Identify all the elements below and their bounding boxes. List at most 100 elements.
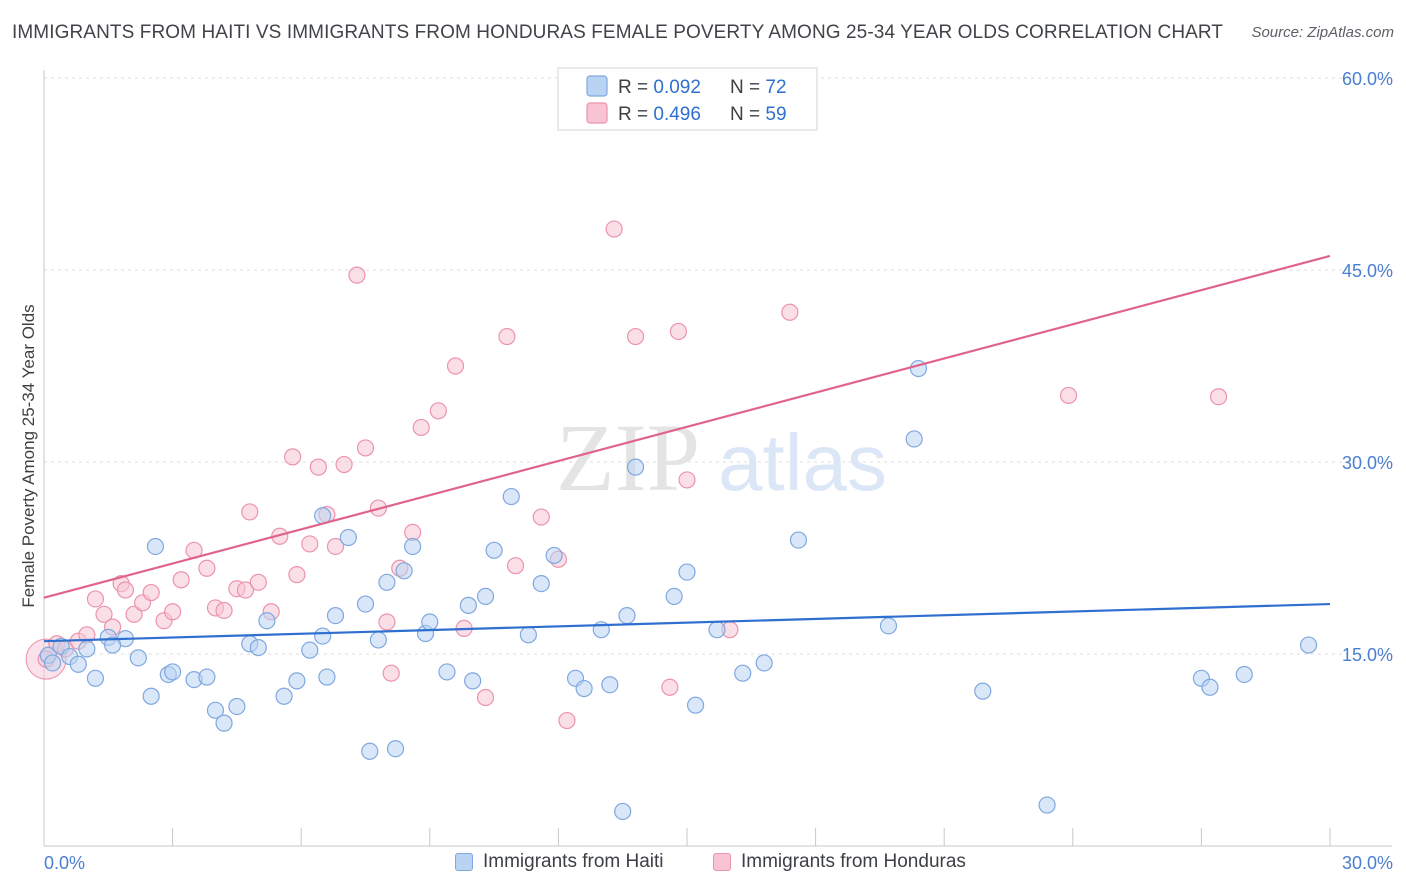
- legend-item-haiti: Immigrants from Haiti: [455, 851, 664, 873]
- y-axis-label: Female Poverty Among 25-34 Year Olds: [19, 304, 38, 607]
- honduras-point: [446, 357, 465, 375]
- svg-text:R = 0.496: R = 0.496: [618, 104, 701, 125]
- trend-lines: [43, 254, 1331, 643]
- haiti-point: [678, 563, 696, 581]
- haiti-point: [198, 668, 216, 686]
- haiti-point: [459, 596, 477, 614]
- haiti-point: [356, 595, 375, 613]
- honduras-point: [558, 711, 576, 730]
- haiti-point: [614, 802, 632, 821]
- honduras-point: [506, 557, 525, 575]
- honduras-trend-line: [43, 254, 1331, 599]
- haiti-point: [708, 621, 726, 639]
- haiti-point: [532, 574, 550, 593]
- haiti-point: [879, 617, 898, 635]
- honduras-point: [1059, 386, 1078, 405]
- honduras-point: [236, 581, 255, 599]
- haiti-point: [206, 701, 225, 719]
- haiti-point: [386, 740, 405, 758]
- watermark: ZIP atlas: [556, 404, 887, 511]
- haiti-point: [258, 612, 276, 630]
- haiti-points: [39, 359, 1318, 821]
- haiti-point: [1038, 796, 1056, 814]
- honduras-point: [781, 303, 799, 321]
- haiti-point: [369, 631, 387, 649]
- haiti-point: [339, 528, 357, 547]
- haiti-point: [249, 638, 267, 657]
- honduras-point: [164, 603, 182, 621]
- haiti-point: [318, 668, 336, 686]
- haiti-point: [421, 613, 439, 631]
- haiti-point: [519, 626, 537, 644]
- haiti-point: [326, 606, 345, 625]
- haiti-point: [228, 697, 246, 716]
- grid-layer: [44, 77, 1392, 655]
- honduras-point: [348, 266, 366, 284]
- tick-labels: 15.0% 30.0% 45.0% 60.0% 0.0% 30.0%: [43, 69, 1393, 873]
- haiti-point: [618, 606, 636, 625]
- honduras-point: [86, 590, 105, 608]
- legend-label-haiti: Immigrants from Haiti: [483, 851, 664, 872]
- haiti-point: [545, 546, 563, 565]
- y-tick-label-3: 60.0%: [1342, 69, 1393, 89]
- haiti-point: [86, 669, 105, 687]
- legend-item-honduras: Immigrants from Honduras: [713, 851, 966, 873]
- honduras-point: [669, 322, 688, 341]
- legend-swatch-honduras: [586, 102, 608, 124]
- watermark-zip: ZIP: [556, 404, 700, 511]
- legend-bottom: Immigrants from Haiti Immigrants from Ho…: [0, 851, 1406, 879]
- legend-n-label-haiti: N =: [730, 77, 765, 98]
- haiti-point: [78, 640, 96, 658]
- haiti-point: [755, 654, 773, 672]
- haiti-point: [464, 672, 482, 690]
- y-tick-label-1: 30.0%: [1342, 453, 1393, 473]
- honduras-point: [301, 535, 319, 553]
- honduras-point: [429, 402, 447, 420]
- haiti-point: [378, 573, 396, 591]
- haiti-point: [665, 587, 683, 606]
- haiti-point: [43, 654, 62, 672]
- haiti-point: [404, 537, 422, 556]
- honduras-point: [125, 605, 143, 623]
- haiti-trend-line: [43, 602, 1331, 643]
- honduras-point: [249, 573, 267, 591]
- honduras-point: [378, 613, 396, 631]
- honduras-point: [605, 220, 623, 238]
- honduras-point: [532, 508, 550, 526]
- honduras-point: [309, 458, 327, 476]
- axis-layer: [43, 70, 1392, 847]
- legend-top: R = 0.092 N = 72 R = 0.496 N = 59: [557, 67, 818, 131]
- honduras-point: [215, 601, 233, 620]
- y-tick-label-0: 15.0%: [1342, 645, 1393, 665]
- honduras-point: [382, 664, 400, 682]
- honduras-point: [284, 448, 302, 466]
- haiti-point: [103, 636, 122, 654]
- haiti-point: [215, 714, 233, 732]
- haiti-point: [575, 679, 593, 698]
- haiti-point: [129, 649, 147, 667]
- x-tick-label-0: 0.0%: [44, 853, 85, 873]
- honduras-point: [288, 566, 306, 584]
- haiti-point: [601, 676, 619, 694]
- legend-n-value-haiti: 72: [765, 77, 786, 98]
- legend-swatch-haiti: [586, 75, 608, 97]
- x-tick-label-1: 30.0%: [1342, 853, 1393, 873]
- haiti-point: [734, 664, 752, 682]
- honduras-point: [95, 605, 113, 623]
- source-label: Source: ZipAtlas.com: [1251, 24, 1394, 41]
- haiti-point: [275, 687, 293, 705]
- haiti-point: [626, 458, 645, 476]
- legend-n-value-honduras: 59: [765, 104, 786, 125]
- honduras-point: [142, 583, 160, 602]
- haiti-point: [301, 641, 319, 659]
- honduras-point: [241, 503, 259, 521]
- haiti-point: [502, 487, 520, 506]
- haiti-point: [1235, 665, 1253, 684]
- haiti-point: [69, 655, 87, 673]
- legend-n-label-honduras: N =: [730, 104, 765, 125]
- svg-text:N = 72: N = 72: [730, 77, 787, 98]
- haiti-point: [686, 696, 705, 714]
- honduras-point: [116, 581, 135, 599]
- watermark-atlas: atlas: [718, 418, 887, 507]
